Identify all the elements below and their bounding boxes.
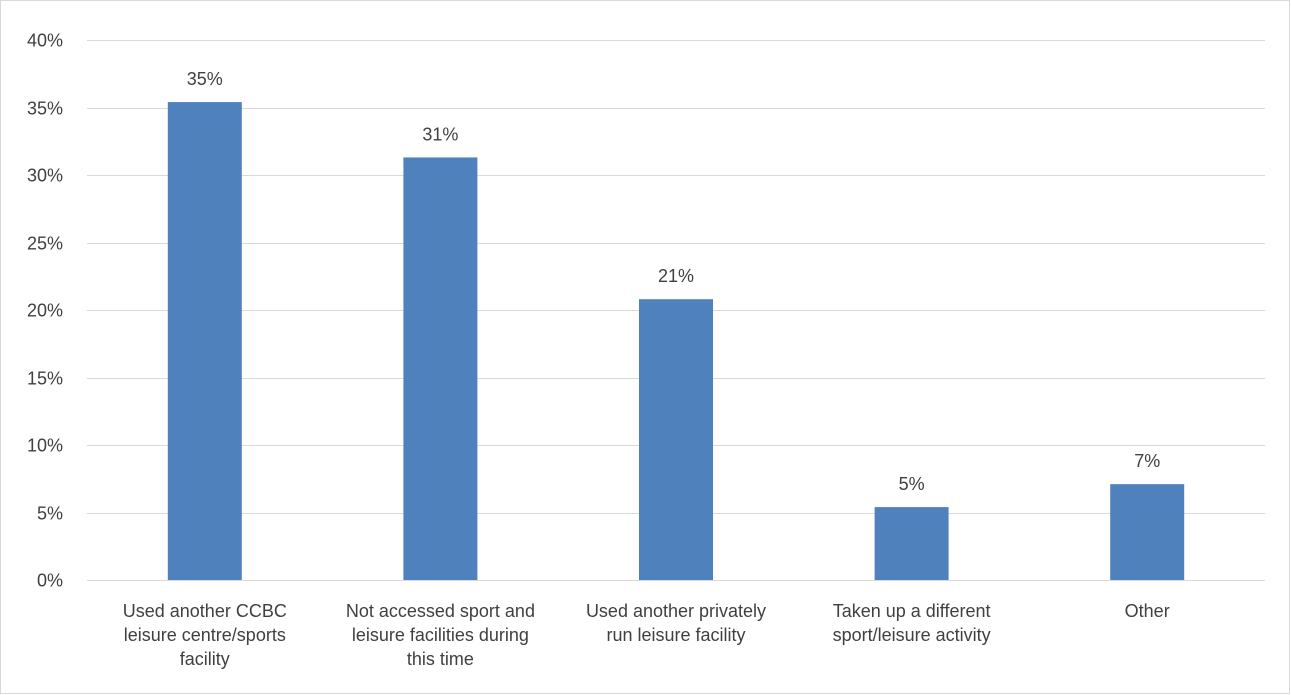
data-label: 5% xyxy=(899,474,925,494)
data-label: 7% xyxy=(1134,451,1160,471)
y-tick-label: 0% xyxy=(37,571,63,591)
category-labels: Used another CCBC leisure centre/sports fa… xyxy=(123,601,1170,669)
bar xyxy=(874,507,949,580)
y-tick-label: 10% xyxy=(27,436,63,456)
bars xyxy=(167,102,1185,580)
y-tick-label: 25% xyxy=(27,234,63,254)
category-label: Used another privately run leisure facili… xyxy=(586,601,766,645)
category-label: Not accessed sport and leisure facilities… xyxy=(346,601,535,669)
category-label: Taken up a different sport/leisure activi… xyxy=(833,601,991,645)
bar xyxy=(167,102,242,580)
bar xyxy=(403,157,478,580)
y-tick-label: 20% xyxy=(27,301,63,321)
data-label: 31% xyxy=(422,124,458,144)
bar xyxy=(639,299,713,580)
category-label: Used another CCBC leisure centre/sports fa… xyxy=(123,601,287,669)
y-tick-label: 40% xyxy=(27,31,63,51)
y-tick-label: 30% xyxy=(27,166,63,186)
data-label: 35% xyxy=(187,69,223,89)
bar xyxy=(1110,484,1185,580)
data-label: 21% xyxy=(658,266,694,286)
y-tick-label: 5% xyxy=(37,504,63,524)
data-labels: 35% 31% 21% 5% 7% xyxy=(187,69,1160,494)
category-label: Other xyxy=(1125,601,1170,621)
y-tick-label: 15% xyxy=(27,369,63,389)
y-axis-tick-labels: 0% 5% 10% 15% 20% 25% 30% 35% 40% xyxy=(27,31,63,591)
y-tick-label: 35% xyxy=(27,99,63,119)
